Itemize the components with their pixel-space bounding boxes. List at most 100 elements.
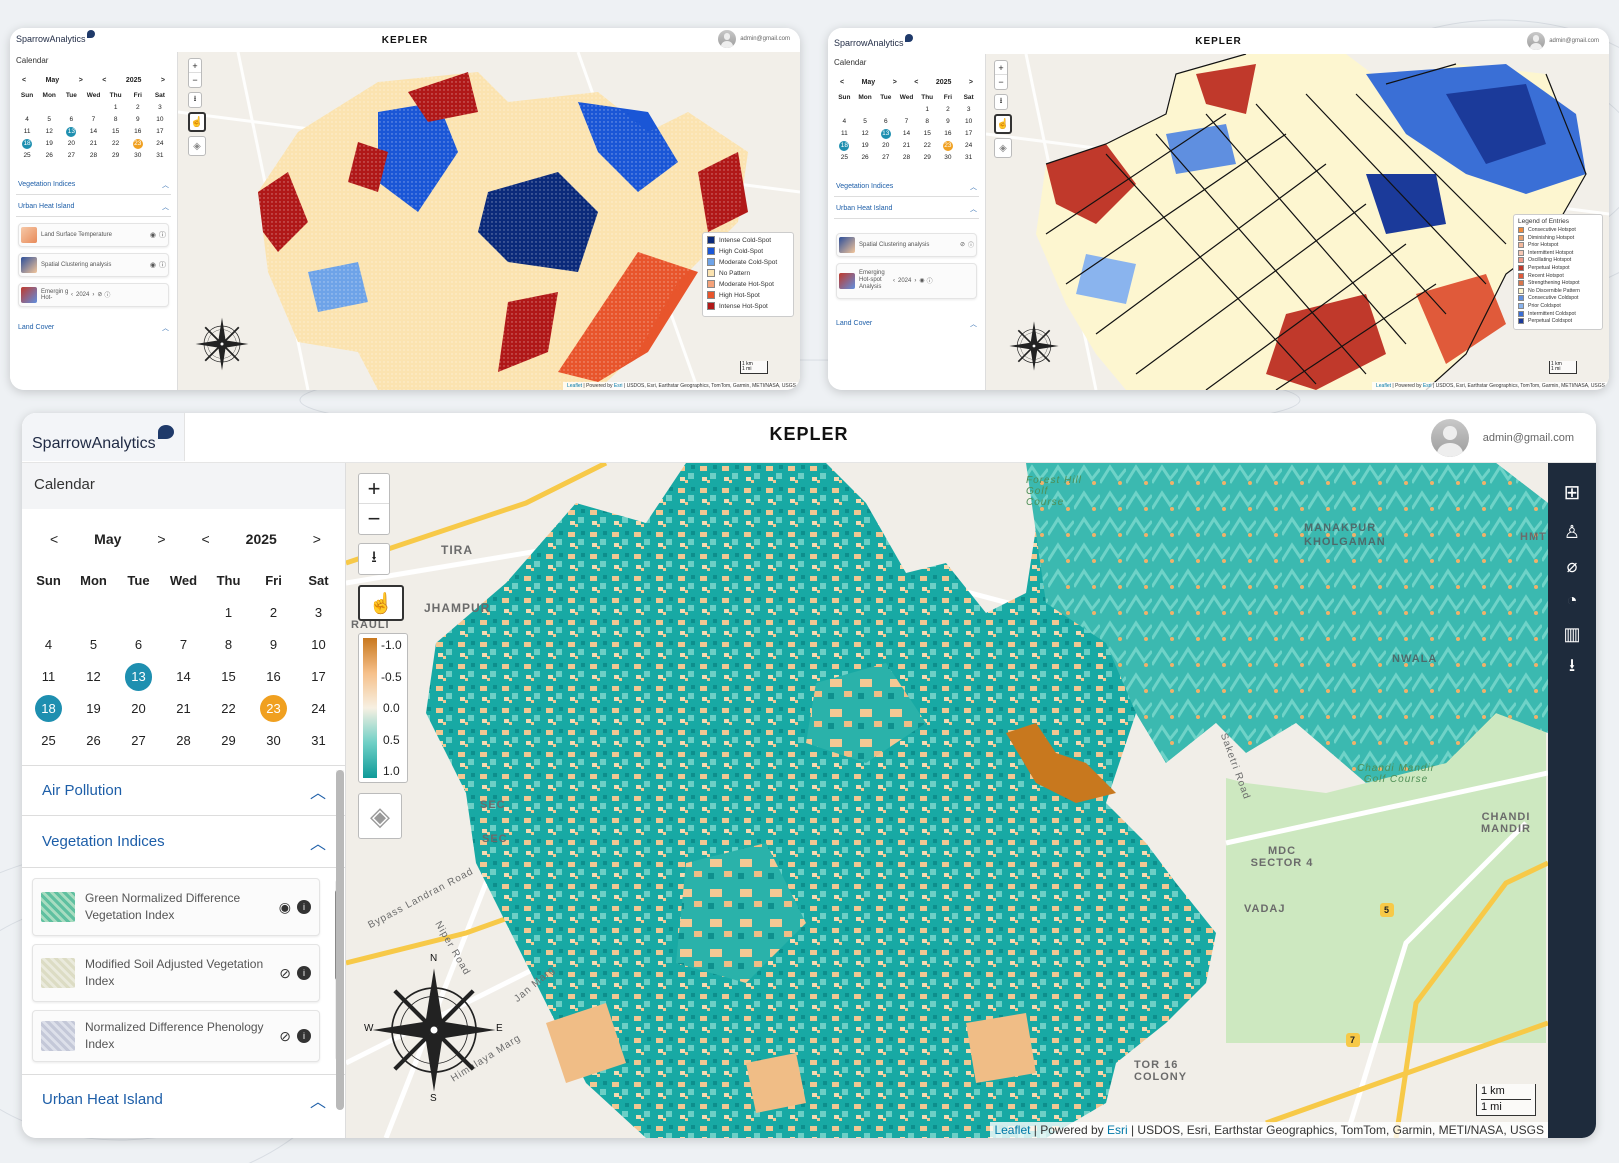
info-icon[interactable]: ⓘ bbox=[926, 279, 933, 286]
calendar-day[interactable]: 30 bbox=[944, 154, 952, 162]
calendar-day[interactable]: 11 bbox=[23, 128, 31, 136]
eye-icon[interactable]: ◉ bbox=[278, 898, 291, 915]
calendar-day[interactable]: 13 bbox=[66, 126, 77, 138]
section-vegetation-indices[interactable]: Vegetation Indices ︿ bbox=[834, 178, 979, 197]
zoom-out-button[interactable]: − bbox=[998, 77, 1004, 87]
layer-land-surface-temperature[interactable]: Land Surface Temperature ◉ ⓘ bbox=[18, 222, 169, 247]
calendar-day[interactable]: 22 bbox=[221, 701, 236, 717]
zoom-in-button[interactable]: + bbox=[995, 61, 1007, 75]
eye-off-icon[interactable]: ⊘ bbox=[279, 964, 291, 981]
grid-dashboard-icon[interactable]: ⊞ bbox=[1563, 481, 1581, 504]
calendar-day[interactable]: 16 bbox=[134, 128, 142, 136]
download-icon[interactable]: ⭳ bbox=[371, 548, 377, 566]
calendar-day[interactable]: 8 bbox=[925, 118, 930, 126]
map-view[interactable]: + − ⭳ ☝ ◈ Legend of Entries Consecutive … bbox=[986, 54, 1609, 390]
calendar-day[interactable]: 20 bbox=[67, 140, 75, 148]
calendar-day[interactable]: 20 bbox=[131, 701, 146, 717]
panel-scrollbar[interactable] bbox=[336, 770, 344, 1110]
download-icon[interactable]: ⭳ bbox=[193, 94, 197, 103]
calendar-day[interactable]: 30 bbox=[134, 152, 142, 160]
esri-link[interactable]: Esri bbox=[613, 383, 623, 389]
calendar-day[interactable]: 25 bbox=[840, 154, 848, 162]
eye-icon[interactable]: ◉ bbox=[149, 261, 156, 269]
calendar-day[interactable]: 1 bbox=[224, 605, 233, 621]
prev-year-button[interactable]: < bbox=[102, 77, 107, 84]
info-icon[interactable]: ⓘ bbox=[159, 261, 166, 269]
calendar-day[interactable]: 15 bbox=[923, 130, 931, 138]
calendar-day[interactable]: 17 bbox=[156, 128, 164, 136]
calendar-day[interactable]: 24 bbox=[965, 142, 973, 150]
calendar-day[interactable]: 9 bbox=[946, 118, 950, 126]
layer-emerging-hotspot[interactable]: Emergin g Hot- ‹ 2024 › ⊘ ⓘ bbox=[18, 282, 169, 307]
calendar-day[interactable]: 11 bbox=[41, 669, 56, 685]
prev-year-button[interactable]: < bbox=[201, 531, 210, 547]
calendar-day[interactable]: 26 bbox=[861, 154, 869, 162]
avatar[interactable] bbox=[718, 30, 737, 48]
calendar-day[interactable]: 8 bbox=[224, 637, 233, 653]
calendar-day[interactable]: 29 bbox=[923, 154, 931, 162]
info-icon[interactable]: i bbox=[297, 900, 311, 914]
calendar-day[interactable]: 4 bbox=[842, 118, 847, 126]
download-icon[interactable]: ⭳ bbox=[1568, 655, 1576, 675]
calendar-day[interactable]: 19 bbox=[45, 140, 53, 148]
calendar-day[interactable]: 24 bbox=[311, 701, 326, 717]
calendar-day[interactable]: 1 bbox=[113, 104, 118, 112]
leaflet-link[interactable]: Leaflet bbox=[1376, 383, 1392, 389]
avatar[interactable] bbox=[1527, 32, 1546, 50]
calendar-day[interactable]: 6 bbox=[134, 637, 143, 653]
calendar-day[interactable]: 18 bbox=[839, 140, 850, 151]
calendar-day[interactable]: 12 bbox=[861, 130, 869, 138]
section-urban-heat-island[interactable]: Urban Heat Island ︿ bbox=[834, 197, 979, 219]
calendar-day[interactable]: 28 bbox=[176, 733, 191, 749]
calendar-day[interactable]: 17 bbox=[965, 130, 973, 138]
calendar-day[interactable]: 23 bbox=[259, 695, 288, 723]
layer-spatial-clustering[interactable]: Spatial Clustering analysis ⊘ ⓘ bbox=[836, 232, 977, 257]
calendar-day[interactable]: 13 bbox=[124, 663, 153, 691]
eye-off-icon[interactable]: ⊘ bbox=[959, 242, 965, 249]
section-urban-heat-island[interactable]: Urban Heat Island ︿ bbox=[22, 1074, 345, 1124]
layers-icon[interactable]: ◈ bbox=[999, 142, 1007, 154]
calendar-day[interactable]: 3 bbox=[314, 605, 323, 621]
hand-icon[interactable]: ☝ bbox=[996, 118, 1010, 130]
calendar-day[interactable]: 10 bbox=[311, 637, 326, 653]
calendar-day[interactable]: 3 bbox=[158, 104, 162, 112]
user-menu[interactable]: admin@gmail.com bbox=[718, 30, 790, 48]
calendar-day[interactable]: 18 bbox=[34, 695, 63, 723]
esri-link[interactable]: Esri bbox=[1422, 383, 1432, 389]
avatar[interactable] bbox=[1430, 419, 1469, 457]
calendar-day[interactable]: 14 bbox=[89, 128, 98, 136]
calendar-day[interactable]: 4 bbox=[25, 116, 29, 124]
calendar-day[interactable]: 4 bbox=[44, 637, 53, 653]
calendar-day[interactable]: 12 bbox=[45, 128, 53, 136]
section-air-pollution[interactable]: Air Pollution ︿ bbox=[22, 766, 345, 816]
calendar-day[interactable]: 25 bbox=[23, 152, 31, 160]
layer-emerging-hotspot[interactable]: Emerging Hot-spot Analysis ‹ 2024 › ◉ ⓘ bbox=[836, 262, 977, 299]
calendar-day[interactable]: 15 bbox=[221, 669, 236, 685]
bar-chart-icon[interactable]: ▥ bbox=[1563, 623, 1581, 644]
prev-year-icon[interactable]: ‹ bbox=[71, 291, 73, 298]
calendar-day[interactable]: 18 bbox=[21, 138, 33, 149]
info-icon[interactable]: ⓘ bbox=[104, 293, 111, 300]
calendar-day[interactable]: 29 bbox=[112, 152, 120, 160]
calendar-day[interactable]: 31 bbox=[311, 733, 326, 749]
section-land-cover[interactable]: Land Cover ︿ bbox=[834, 317, 979, 331]
calendar-day[interactable]: 2 bbox=[269, 605, 278, 621]
calendar-day[interactable]: 6 bbox=[69, 116, 74, 124]
calendar-day[interactable]: 29 bbox=[221, 733, 236, 749]
scroll-thumb[interactable] bbox=[336, 770, 344, 1110]
layer-msavi[interactable]: Modified Soil Adjusted Vegetation Index … bbox=[32, 944, 320, 1002]
calendar-day[interactable]: 21 bbox=[902, 142, 911, 150]
calendar-day[interactable]: 27 bbox=[67, 152, 75, 160]
calendar-day[interactable]: 2 bbox=[135, 104, 140, 112]
zoom-out-button[interactable]: − bbox=[192, 75, 198, 85]
prev-month-button[interactable]: < bbox=[22, 77, 27, 84]
calendar-day[interactable]: 6 bbox=[883, 118, 888, 126]
hand-icon[interactable]: ☝ bbox=[368, 592, 394, 615]
calendar-day[interactable]: 23 bbox=[132, 138, 143, 149]
info-icon[interactable]: ⓘ bbox=[967, 243, 974, 250]
calendar-day[interactable]: 10 bbox=[156, 116, 164, 124]
prev-year-button[interactable]: < bbox=[914, 79, 919, 86]
section-urban-heat-island[interactable]: Urban Heat Island ︿ bbox=[16, 195, 171, 217]
calendar-day[interactable]: 7 bbox=[904, 118, 909, 126]
info-icon[interactable]: ⓘ bbox=[159, 231, 166, 239]
